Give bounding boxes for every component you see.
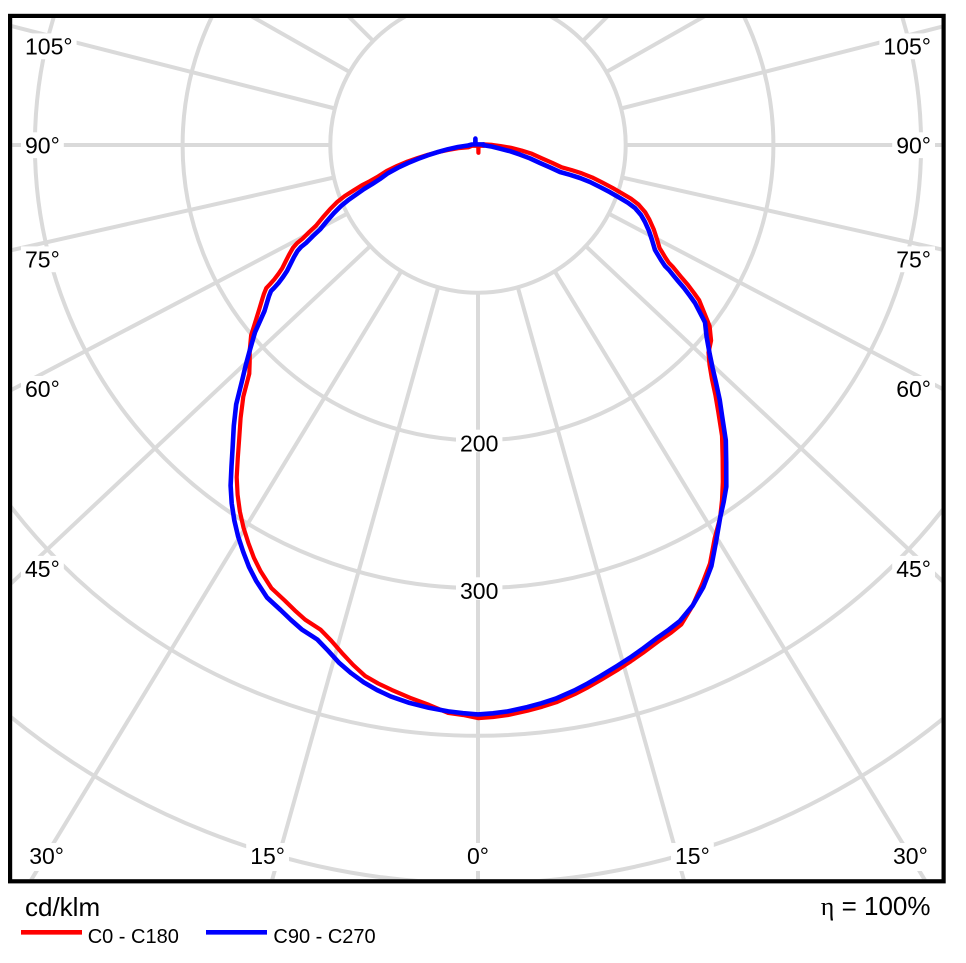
- svg-text:105°: 105°: [883, 34, 931, 60]
- svg-text:45°: 45°: [25, 556, 60, 582]
- svg-text:45°: 45°: [896, 556, 931, 582]
- svg-text:90°: 90°: [25, 132, 60, 158]
- svg-text:C0 - C180: C0 - C180: [88, 926, 179, 948]
- svg-text:60°: 60°: [896, 376, 931, 402]
- svg-text:200: 200: [460, 431, 498, 457]
- svg-text:15°: 15°: [250, 843, 285, 869]
- svg-text:0°: 0°: [467, 843, 489, 869]
- svg-text:60°: 60°: [25, 376, 60, 402]
- svg-text:300: 300: [460, 578, 498, 604]
- svg-text:η = 100%: η = 100%: [821, 891, 931, 921]
- svg-text:cd/klm: cd/klm: [25, 892, 100, 922]
- svg-text:C90 - C270: C90 - C270: [273, 926, 375, 948]
- svg-text:30°: 30°: [29, 843, 64, 869]
- svg-text:75°: 75°: [896, 247, 931, 273]
- svg-text:90°: 90°: [896, 132, 931, 158]
- svg-text:105°: 105°: [25, 34, 73, 60]
- svg-text:30°: 30°: [893, 843, 928, 869]
- svg-text:75°: 75°: [25, 247, 60, 273]
- svg-text:15°: 15°: [675, 843, 710, 869]
